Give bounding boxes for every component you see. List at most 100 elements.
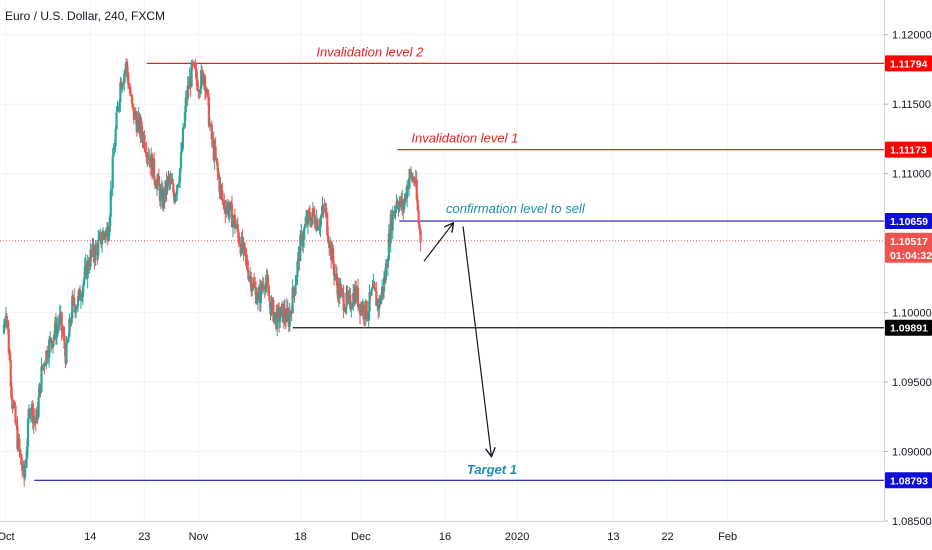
- candle-body-up: [306, 211, 310, 225]
- candle-body-down: [129, 93, 133, 95]
- y-tick-label: 1.10000: [892, 308, 932, 320]
- candle-body-up: [319, 217, 322, 228]
- candle-body-down: [126, 61, 129, 73]
- candle-body-up: [256, 292, 260, 301]
- x-tick-label: Dec: [351, 531, 371, 543]
- y-axis-panel: [884, 0, 932, 550]
- candle-body-up: [44, 364, 47, 367]
- candle-body-up: [183, 112, 186, 127]
- candle-body-down: [349, 294, 352, 309]
- candle-body-up: [70, 318, 73, 324]
- candle-body-up: [115, 112, 118, 130]
- candle-body-up: [88, 266, 91, 268]
- candle-body-up: [136, 119, 139, 133]
- candle-body-up: [279, 306, 283, 318]
- candle-body-down: [217, 171, 220, 177]
- candle-body-down: [216, 161, 219, 172]
- price-badge-label: 1.10517: [890, 236, 928, 248]
- candle-body-up: [386, 260, 389, 268]
- candle-body-up: [320, 213, 323, 218]
- candle-body-up: [406, 185, 409, 199]
- candle-body-up: [111, 156, 114, 189]
- candle-body-down: [419, 229, 422, 243]
- candle-body-down: [72, 296, 75, 298]
- y-tick-label: 1.11000: [892, 169, 931, 181]
- candle-body-up: [384, 263, 388, 280]
- candle-body-up: [67, 336, 70, 342]
- candle-body-down: [168, 176, 171, 182]
- candle-body-up: [101, 232, 105, 240]
- candle-body-down: [201, 69, 204, 72]
- candle-body-up: [116, 108, 119, 113]
- candle-body-down: [263, 288, 266, 290]
- candle-body-down: [218, 176, 221, 193]
- candle-body-down: [153, 178, 157, 185]
- candle-body-down: [292, 287, 295, 292]
- candle-body-down: [254, 287, 258, 304]
- candle-body-up: [24, 459, 28, 467]
- candle-body-down: [326, 213, 329, 236]
- price-badge-label: 1.08793: [890, 475, 928, 487]
- candle-body-up: [98, 235, 101, 240]
- candle-body-up: [178, 168, 182, 182]
- candle-body-down: [283, 308, 287, 319]
- candle-body-up: [76, 296, 80, 307]
- candle-body-up: [318, 227, 321, 230]
- candle-body-up: [58, 313, 61, 325]
- candle-body-up: [2, 324, 6, 334]
- candle-body-up: [25, 446, 29, 460]
- x-tick-label: 16: [439, 531, 451, 543]
- candle-body-up: [181, 128, 185, 149]
- candle-body-up: [182, 126, 185, 129]
- y-tick-label: 1.11500: [892, 99, 931, 111]
- candle-body-up: [296, 261, 299, 277]
- candle-body-up: [56, 325, 59, 328]
- candle-body-up: [65, 343, 68, 364]
- candle-body-down: [18, 438, 21, 450]
- price-badge: [885, 472, 932, 489]
- candle-body-down: [15, 423, 18, 426]
- candle-body-up: [66, 341, 69, 344]
- annotations: Invalidation level 2 Invalidation level 1…: [316, 44, 585, 476]
- candle-body-down: [61, 330, 64, 335]
- annotation-label: Target 1: [467, 462, 517, 477]
- candle-body-up: [124, 69, 127, 74]
- candle-body-down: [417, 210, 420, 225]
- candle-body-down: [267, 284, 270, 296]
- candle-body-down: [412, 178, 415, 183]
- candle-body-up: [179, 152, 183, 169]
- candle-body-up: [371, 287, 374, 290]
- candle-body-up: [310, 216, 313, 226]
- candle-body-down: [313, 214, 316, 225]
- candle-body-up: [367, 311, 370, 318]
- candle-body-down: [152, 158, 156, 179]
- candle-body-up: [251, 289, 254, 292]
- x-tick-label: Feb: [718, 531, 737, 543]
- trend-arrow: [462, 226, 491, 455]
- candle-body-down: [102, 232, 106, 235]
- candle-body-down: [409, 170, 413, 175]
- candle-body-down: [247, 270, 250, 280]
- candle-body-up: [291, 287, 294, 314]
- price-badge: [885, 141, 932, 158]
- candle-body-up: [200, 69, 203, 89]
- candle-body-down: [7, 329, 10, 354]
- candle-body-down: [375, 291, 378, 306]
- candle-body-down: [340, 287, 343, 290]
- candle-body-down: [327, 235, 330, 243]
- x-tick-label: 23: [138, 531, 150, 543]
- candle-body-down: [144, 148, 147, 152]
- candle-body-down: [308, 213, 312, 222]
- candle-body-up: [279, 317, 282, 323]
- candle-body-up: [303, 228, 306, 240]
- x-tick-label: 14: [84, 531, 96, 543]
- candle-body-down: [331, 248, 335, 264]
- price-badge: [885, 232, 932, 263]
- candle-body-up: [12, 404, 15, 408]
- candle-body-up: [382, 277, 386, 292]
- candle-body-up: [180, 148, 184, 153]
- candle-body-up: [119, 82, 122, 102]
- candle-body-up: [79, 298, 83, 301]
- x-tick-label: 2020: [505, 531, 529, 543]
